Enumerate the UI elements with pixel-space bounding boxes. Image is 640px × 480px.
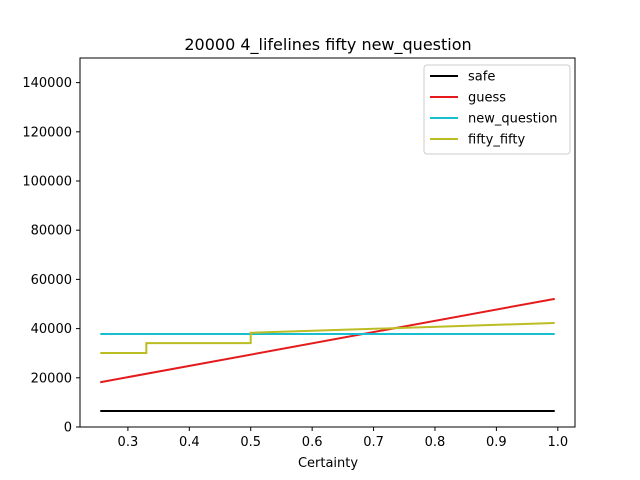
plot-frame [79,57,576,428]
x-tick-label: 0.5 [240,435,261,450]
y-tick-label: 0 [64,421,72,436]
y-tick-label: 80000 [31,224,72,239]
x-tick-label: 0.3 [118,435,139,450]
x-tick-label: 0.6 [302,435,323,450]
y-tick-label: 40000 [31,322,72,337]
legend-label-fifty-fifty: fifty_fifty [468,133,525,148]
x-tick-label: 0.4 [179,435,200,450]
y-tick-label: 140000 [22,76,72,91]
x-axis-label: Certainty [298,456,358,471]
series-line-guess [100,297,555,384]
x-tick-label: 0.9 [486,435,507,450]
x-tick-label: 1.0 [547,435,568,450]
series-line-fifty-fifty [100,321,555,354]
y-axis: 0 20000 40000 60000 80000 100000 120000 140000 [22,76,80,436]
y-tick-label: 120000 [22,125,72,140]
x-axis: 0.3 0.4 0.5 0.6 0.7 0.8 0.9 1.0 [118,427,568,450]
plot-area [79,57,576,428]
y-tick-label: 100000 [22,175,72,190]
legend-label-safe: safe [468,70,495,85]
chart-title: 20000 4_lifelines fifty new_question [184,35,471,55]
legend-box [423,64,571,155]
legend-label-new-question: new_question [468,112,558,127]
y-tick-label: 20000 [31,371,72,386]
x-tick-label: 0.7 [363,435,384,450]
legend: safe guess new_question fifty_fifty [423,64,571,155]
y-tick-label: 60000 [31,273,72,288]
x-tick-label: 0.8 [425,435,446,450]
legend-label-guess: guess [468,91,506,106]
